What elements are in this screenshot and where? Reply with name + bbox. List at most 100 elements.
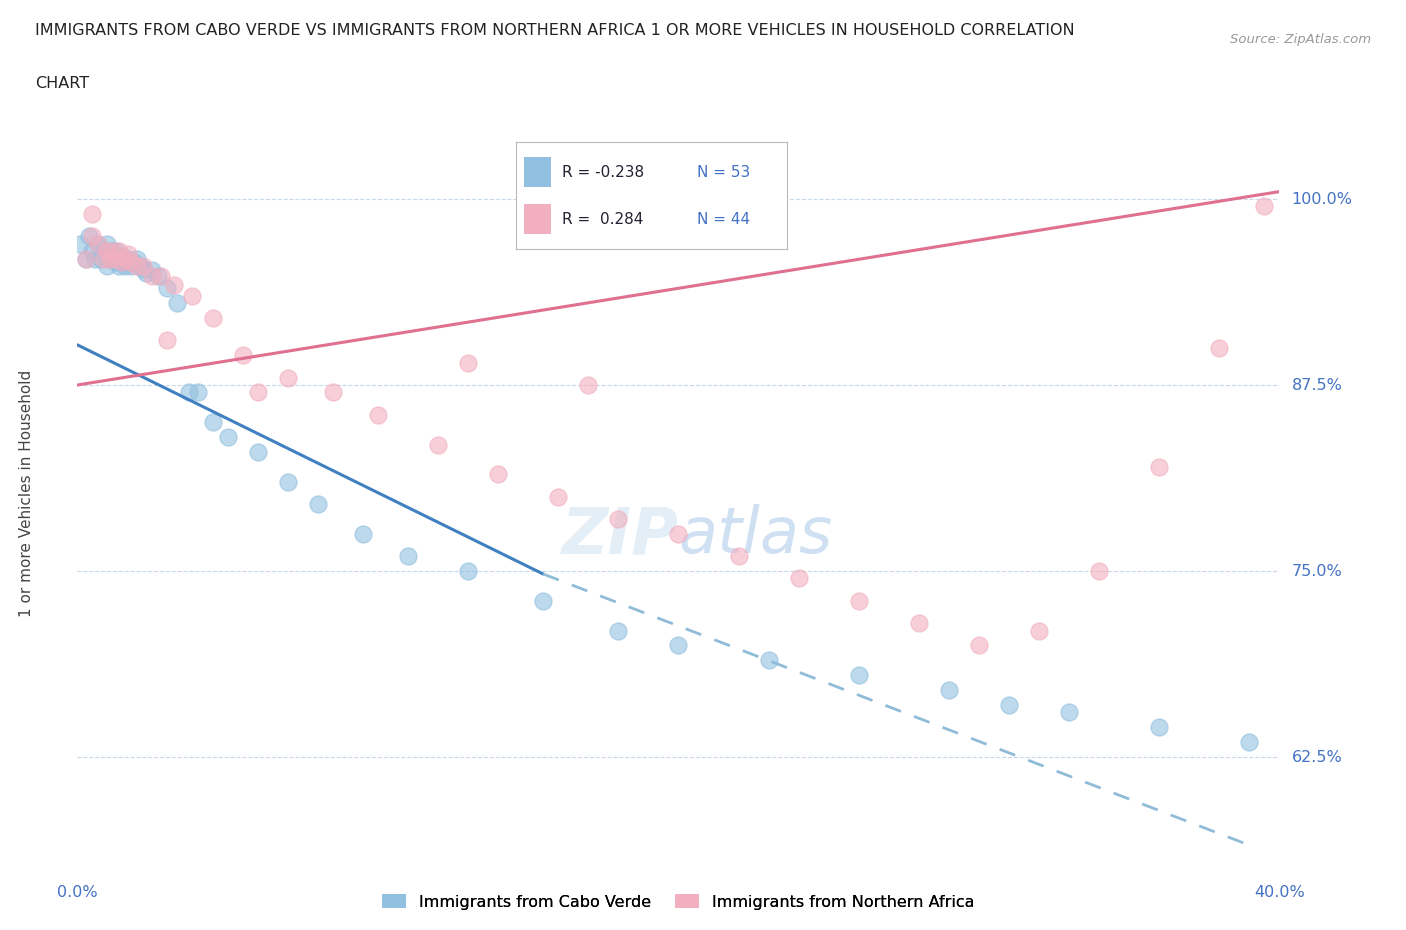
Text: IMMIGRANTS FROM CABO VERDE VS IMMIGRANTS FROM NORTHERN AFRICA 1 OR MORE VEHICLES: IMMIGRANTS FROM CABO VERDE VS IMMIGRANTS… (35, 23, 1074, 38)
Point (1239, 735, 1261, 750)
Point (668, 526, 690, 541)
Point (96, 259, 118, 273)
Point (232, 348, 254, 363)
Point (100, 244, 122, 259)
Point (607, 623, 630, 638)
Point (186, 385, 209, 400)
Point (105, 244, 128, 259)
Point (396, 549, 419, 564)
Point (108, 251, 131, 266)
Point (87, 236, 110, 251)
Point (150, 269, 173, 284)
Point (352, 526, 374, 541)
Text: N = 53: N = 53 (697, 165, 751, 179)
Point (96, 236, 118, 251)
Text: Source: ZipAtlas.com: Source: ZipAtlas.com (1230, 33, 1371, 46)
Point (486, 467, 509, 482)
Point (758, 653, 780, 668)
Point (938, 683, 960, 698)
Point (1149, 720, 1171, 735)
Text: ZIP: ZIP (561, 504, 679, 566)
Point (141, 263, 163, 278)
Point (727, 549, 749, 564)
Point (998, 698, 1021, 712)
Point (100, 251, 122, 266)
Point (201, 415, 224, 430)
Point (120, 259, 142, 273)
Point (69, 236, 91, 251)
Legend: Immigrants from Cabo Verde, Immigrants from Northern Africa: Immigrants from Cabo Verde, Immigrants f… (375, 887, 981, 916)
Text: atlas: atlas (679, 504, 832, 566)
Point (277, 474, 299, 489)
Point (108, 244, 131, 259)
Point (82, 206, 104, 221)
Point (531, 593, 554, 608)
Point (1028, 623, 1050, 638)
Point (87, 236, 110, 251)
Text: 40.0%: 40.0% (1254, 885, 1305, 900)
Point (135, 266, 157, 281)
Point (105, 254, 128, 269)
Point (607, 512, 630, 526)
Point (82, 229, 104, 244)
Point (117, 246, 139, 261)
Point (1088, 564, 1111, 578)
FancyBboxPatch shape (524, 205, 551, 234)
Point (217, 430, 239, 445)
Point (105, 251, 128, 266)
Point (114, 251, 136, 266)
Point (1149, 459, 1171, 474)
Point (127, 251, 149, 266)
Point (132, 261, 155, 276)
Point (166, 296, 188, 311)
Point (201, 311, 224, 325)
Point (75, 251, 97, 266)
Point (848, 593, 870, 608)
Text: N = 44: N = 44 (697, 212, 751, 227)
Point (457, 564, 479, 578)
Point (84, 251, 107, 266)
Point (848, 668, 870, 683)
Point (114, 259, 136, 273)
Point (427, 437, 450, 452)
Point (129, 259, 152, 273)
Point (967, 638, 990, 653)
Point (457, 355, 479, 370)
Point (1208, 340, 1230, 355)
Point (162, 278, 184, 293)
Text: R = -0.238: R = -0.238 (562, 165, 644, 179)
Text: 62.5%: 62.5% (1292, 750, 1343, 764)
Text: 0.0%: 0.0% (58, 885, 97, 900)
Point (547, 489, 569, 504)
Point (1057, 705, 1080, 720)
Text: 100.0%: 100.0% (1292, 192, 1353, 206)
FancyBboxPatch shape (524, 157, 551, 187)
Point (111, 254, 134, 269)
Point (1253, 199, 1275, 214)
Point (103, 244, 125, 259)
Point (668, 638, 690, 653)
Point (124, 254, 146, 269)
Point (75, 251, 97, 266)
Point (367, 407, 389, 422)
Point (100, 251, 122, 266)
Text: 75.0%: 75.0% (1292, 564, 1343, 578)
Point (111, 254, 134, 269)
Point (103, 244, 125, 259)
Text: R =  0.284: R = 0.284 (562, 212, 644, 227)
Point (90, 251, 112, 266)
Point (787, 571, 810, 586)
Point (93, 244, 115, 259)
Point (132, 259, 155, 273)
Point (246, 445, 269, 459)
Point (120, 254, 142, 269)
Point (156, 281, 179, 296)
Point (111, 248, 134, 263)
Point (114, 251, 136, 266)
Point (576, 378, 599, 392)
Point (307, 497, 329, 512)
Point (79, 229, 101, 244)
Point (180, 288, 202, 303)
Point (82, 244, 104, 259)
Point (156, 333, 179, 348)
